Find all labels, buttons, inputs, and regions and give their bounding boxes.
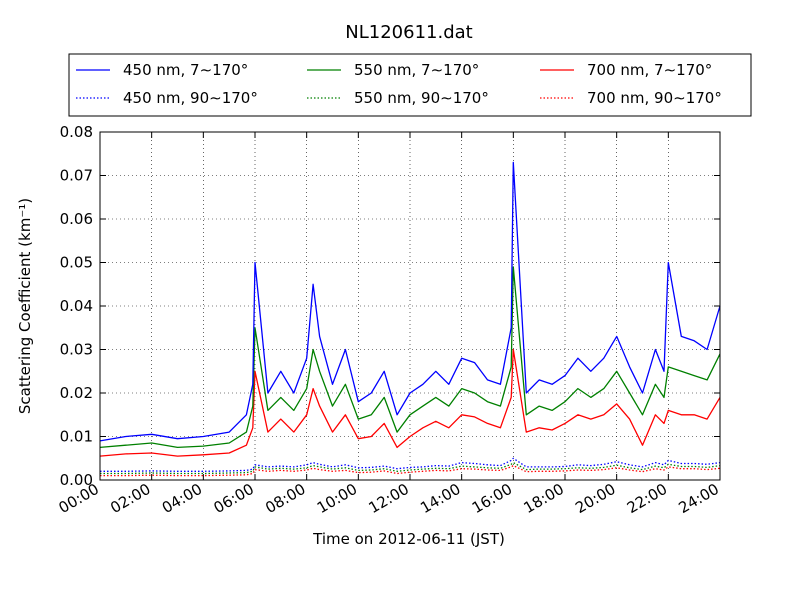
axis-ticks: [99, 131, 721, 481]
y-tick-label: 0.02: [60, 384, 93, 402]
x-tick-label: 20:00: [572, 480, 618, 517]
x-tick-labels: 00:00 02:00 04:00 06:00 08:00 10:00 12:00 14:00…: [56, 480, 722, 517]
legend: 450 nm, 7∼170° 550 nm, 7∼170° 700 nm, 7∼17…: [68, 53, 752, 117]
y-tick-label: 0.01: [60, 428, 93, 446]
x-tick-label: 04:00: [159, 480, 205, 517]
legend-label-2: 700 nm, 7∼170°: [587, 61, 712, 79]
legend-label-5: 700 nm, 90∼170°: [587, 89, 722, 107]
x-tick-label: 08:00: [262, 480, 308, 517]
y-tick-label: 0.04: [60, 297, 93, 315]
x-tick-label: 24:00: [676, 480, 722, 517]
y-axis-label: Scattering Coefficient (km⁻¹): [16, 198, 34, 414]
y-tick-label: 0.07: [60, 167, 93, 185]
y-tick-label: 0.03: [60, 341, 93, 359]
legend-box: [68, 53, 752, 117]
y-tick-label: 0.05: [60, 254, 93, 272]
x-tick-label: 18:00: [521, 480, 567, 517]
plot-lines: [99, 161, 721, 477]
y-tick-labels: 0.00 0.01 0.02 0.03 0.04 0.05 0.06 0.07 0.08: [60, 123, 93, 489]
x-tick-label: 02:00: [107, 480, 153, 517]
grid: [100, 132, 720, 480]
y-tick-label: 0.00: [60, 471, 93, 489]
y-tick-label: 0.08: [60, 123, 93, 141]
x-tick-label: 06:00: [211, 480, 257, 517]
legend-label-3: 450 nm, 90∼170°: [123, 89, 258, 107]
y-tick-label: 0.06: [60, 210, 93, 228]
legend-label-4: 550 nm, 90∼170°: [354, 89, 489, 107]
legend-label-1: 550 nm, 7∼170°: [354, 61, 479, 79]
x-tick-label: 22:00: [624, 480, 670, 517]
x-tick-label: 14:00: [417, 480, 463, 517]
series-line-4: [100, 461, 721, 475]
x-tick-label: 16:00: [469, 480, 515, 517]
series-line-1: [99, 266, 721, 449]
series-line-0: [99, 161, 721, 442]
x-axis-label: Time on 2012-06-11 (JST): [312, 530, 505, 548]
x-tick-label: 10:00: [314, 480, 360, 517]
chart-title: NL120611.dat: [345, 22, 472, 43]
x-tick-label: 12:00: [366, 480, 412, 517]
legend-label-0: 450 nm, 7∼170°: [123, 61, 248, 79]
series-line-2: [99, 348, 721, 457]
series-line-3: [100, 457, 721, 472]
